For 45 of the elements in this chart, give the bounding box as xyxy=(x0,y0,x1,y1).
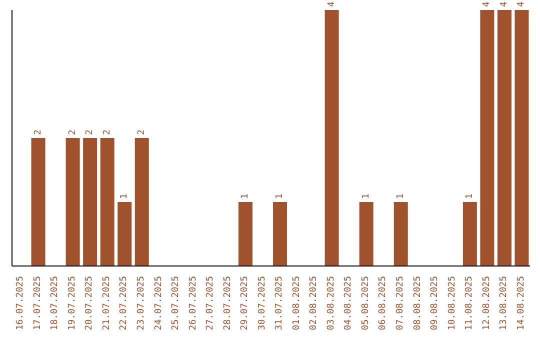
x-tick-label: 10.08.2025 xyxy=(447,276,458,330)
data-label: 2 xyxy=(33,130,44,135)
data-label: 1 xyxy=(361,194,372,199)
x-tick-label: 18.07.2025 xyxy=(50,276,60,330)
x-tick-label: 09.08.2025 xyxy=(430,276,440,330)
data-label: 1 xyxy=(120,194,130,199)
x-tick-label: 07.08.2025 xyxy=(396,276,406,330)
x-tick-label: 24.07.2025 xyxy=(154,276,164,330)
x-tick-label: 08.08.2025 xyxy=(412,276,423,330)
x-tick-label: 29.07.2025 xyxy=(240,276,250,330)
data-label: 2 xyxy=(136,130,147,135)
x-tick-label: 11.08.2025 xyxy=(464,276,475,330)
data-label: 4 xyxy=(499,2,510,7)
x-tick-label: 02.08.2025 xyxy=(309,276,320,330)
x-tick-label: 21.07.2025 xyxy=(102,276,112,330)
x-tick-label: 19.07.2025 xyxy=(67,276,78,330)
x-tick-label: 04.08.2025 xyxy=(344,276,354,330)
x-tick-label: 03.08.2025 xyxy=(326,276,336,330)
x-tick-label: 13.08.2025 xyxy=(499,276,510,330)
data-label: 1 xyxy=(464,194,475,199)
data-label: 2 xyxy=(68,130,78,135)
x-tick-label: 31.07.2025 xyxy=(274,276,285,330)
x-tick-label: 23.07.2025 xyxy=(136,276,146,330)
x-tick-label: 26.07.2025 xyxy=(188,276,198,330)
x-tick-label: 27.07.2025 xyxy=(206,276,216,330)
data-label: 2 xyxy=(102,130,112,135)
data-label: 1 xyxy=(240,194,250,199)
x-tick-label: 06.08.2025 xyxy=(378,276,388,330)
x-tick-label: 14.08.2025 xyxy=(516,276,526,330)
x-tick-label: 30.07.2025 xyxy=(257,276,268,330)
x-tick-label: 25.07.2025 xyxy=(171,276,182,330)
x-tick-label: 17.07.2025 xyxy=(32,276,43,330)
data-label: 1 xyxy=(275,194,285,199)
data-label: 2 xyxy=(85,130,96,135)
x-tick-label: 05.08.2025 xyxy=(360,276,371,330)
x-tick-label: 01.08.2025 xyxy=(292,276,302,330)
x-tick-label: 20.07.2025 xyxy=(84,276,95,330)
x-tick-label: 16.07.2025 xyxy=(16,276,26,330)
x-tick-label: 12.08.2025 xyxy=(482,276,492,330)
data-label: 4 xyxy=(516,2,527,7)
x-tick-label: 28.07.2025 xyxy=(222,276,233,330)
data-label: 4 xyxy=(482,2,492,7)
data-label: 4 xyxy=(326,2,337,7)
x-tick-label: 22.07.2025 xyxy=(119,276,130,330)
data-label: 1 xyxy=(396,194,406,199)
